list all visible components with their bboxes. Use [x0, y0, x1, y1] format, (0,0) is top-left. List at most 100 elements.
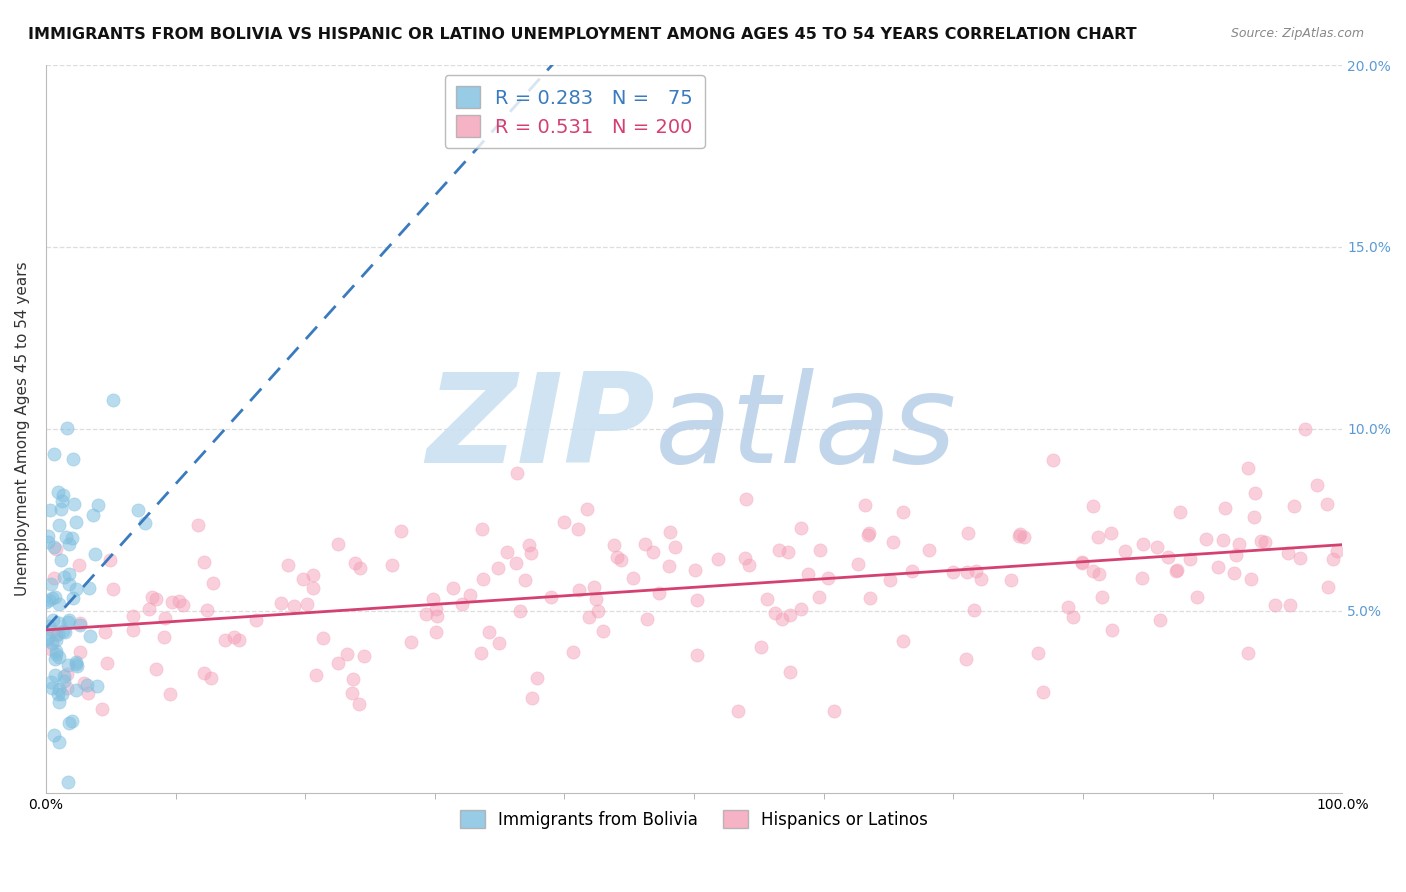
Text: atlas: atlas: [655, 368, 957, 490]
Point: [970, 572, 993, 586]
Point: [41, 613, 63, 627]
Point: [38, 592, 60, 607]
Point: [1083, 499, 1105, 513]
Point: [167, 593, 190, 607]
Point: [302, 581, 325, 595]
Point: [789, 521, 811, 535]
Point: [48, 682, 70, 697]
Point: [858, 527, 880, 541]
Point: [77, 581, 100, 595]
Point: [56, 658, 79, 673]
Point: [96, 657, 118, 671]
Point: [193, 554, 215, 568]
Point: [1087, 567, 1109, 582]
Point: [1164, 564, 1187, 578]
Point: [441, 581, 464, 595]
Point: [53, 669, 76, 683]
Point: [586, 604, 609, 618]
Point: [1149, 613, 1171, 627]
Point: [87, 498, 110, 512]
Point: [145, 592, 167, 607]
Point: [509, 604, 531, 618]
Point: [470, 646, 492, 660]
Point: [58, 577, 80, 591]
Point: [343, 556, 366, 570]
Point: [415, 607, 437, 621]
Point: [1185, 591, 1208, 605]
Point: [277, 558, 299, 573]
Point: [1014, 530, 1036, 544]
Point: [1250, 533, 1272, 548]
Point: [1243, 510, 1265, 524]
Point: [37, 631, 59, 645]
Point: [488, 636, 510, 650]
Point: [749, 640, 772, 654]
Point: [56, 615, 79, 629]
Point: [776, 545, 799, 559]
Point: [1253, 535, 1275, 549]
Point: [567, 522, 589, 536]
Point: [195, 602, 218, 616]
Point: [496, 545, 519, 559]
Point: [76, 678, 98, 692]
Point: [823, 704, 845, 718]
Point: [52, 673, 75, 688]
Point: [568, 583, 591, 598]
Point: [39, 503, 62, 517]
Point: [603, 538, 626, 552]
Point: [955, 652, 977, 666]
Point: [86, 680, 108, 694]
Point: [48, 735, 70, 749]
Point: [1099, 526, 1122, 541]
Point: [145, 662, 167, 676]
Point: [399, 634, 422, 648]
Point: [55, 530, 77, 544]
Point: [342, 672, 364, 686]
Point: [98, 553, 121, 567]
Point: [1130, 571, 1153, 585]
Point: [1289, 551, 1312, 566]
Point: [35, 594, 58, 608]
Point: [45, 632, 67, 647]
Point: [328, 657, 350, 671]
Point: [38, 619, 60, 633]
Point: [1091, 591, 1114, 605]
Point: [39, 674, 62, 689]
Point: [1277, 546, 1299, 560]
Point: [65, 683, 87, 698]
Point: [471, 573, 494, 587]
Point: [1146, 541, 1168, 555]
Point: [648, 586, 671, 600]
Point: [58, 567, 80, 582]
Point: [245, 614, 267, 628]
Point: [1008, 529, 1031, 543]
Point: [1243, 485, 1265, 500]
Point: [1264, 598, 1286, 612]
Point: [956, 525, 979, 540]
Point: [58, 537, 80, 551]
Point: [478, 624, 501, 639]
Point: [1278, 598, 1301, 612]
Point: [734, 551, 756, 566]
Point: [1317, 580, 1340, 594]
Point: [69, 645, 91, 659]
Point: [425, 625, 447, 640]
Point: [738, 558, 761, 573]
Point: [505, 557, 527, 571]
Point: [1026, 646, 1049, 660]
Point: [127, 502, 149, 516]
Point: [270, 596, 292, 610]
Point: [1326, 544, 1348, 558]
Legend: Immigrants from Bolivia, Hispanics or Latinos: Immigrants from Bolivia, Hispanics or La…: [453, 804, 935, 835]
Point: [138, 602, 160, 616]
Point: [214, 632, 236, 647]
Point: [520, 546, 543, 560]
Point: [187, 518, 209, 533]
Point: [609, 553, 631, 567]
Point: [48, 597, 70, 611]
Point: [1195, 532, 1218, 546]
Point: [582, 580, 605, 594]
Point: [1306, 478, 1329, 492]
Point: [353, 649, 375, 664]
Point: [41, 636, 63, 650]
